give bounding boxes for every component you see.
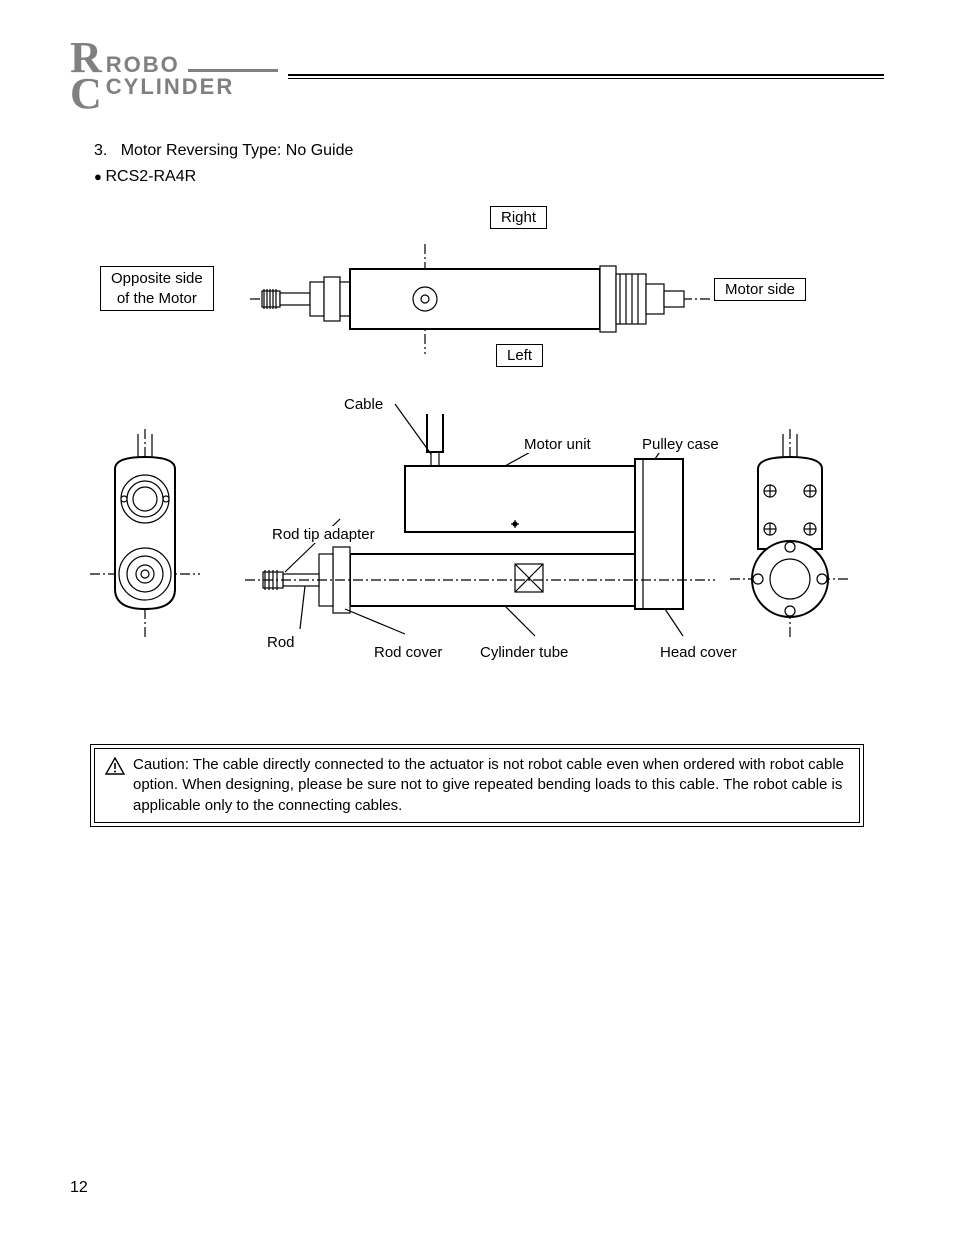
section-number: 3. — [94, 142, 107, 159]
section-title: Motor Reversing Type: No Guide — [121, 142, 354, 159]
label-rod-tip-adapter: Rod tip adapter — [270, 526, 377, 543]
left-end-view — [90, 429, 200, 639]
model-name: RCS2-RA4R — [105, 168, 196, 185]
section-heading: 3. Motor Reversing Type: No Guide — [94, 142, 884, 160]
label-cylinder-tube: Cylinder tube — [478, 644, 570, 661]
caution-text: Caution: The cable directly connected to… — [133, 755, 849, 816]
label-rod: Rod — [265, 634, 297, 651]
top-actuator-drawing — [250, 244, 710, 354]
caution-body: The cable directly connected to the actu… — [133, 756, 844, 814]
label-motor-side: Motor side — [714, 278, 806, 301]
robo-cylinder-logo: RC ROBO CYLINDER — [70, 40, 278, 112]
right-end-view — [730, 429, 850, 639]
warning-icon — [105, 757, 125, 816]
page-header: RC ROBO CYLINDER — [70, 40, 884, 112]
caution-label: Caution: — [133, 756, 189, 773]
logo-line2: CYLINDER — [106, 74, 234, 99]
label-right: Right — [490, 206, 547, 229]
label-cable: Cable — [342, 396, 385, 413]
label-pulley-case: Pulley case — [640, 436, 721, 453]
page-number: 12 — [70, 1179, 88, 1197]
label-head-cover: Head cover — [658, 644, 739, 661]
label-rod-cover: Rod cover — [372, 644, 444, 661]
label-motor-unit: Motor unit — [522, 436, 593, 453]
model-line: RCS2-RA4R — [94, 168, 884, 186]
header-rule — [288, 74, 884, 79]
label-opposite-side: Opposite side of the Motor — [100, 266, 214, 311]
diagram-area: Right Left Opposite side of the Motor Mo… — [70, 204, 884, 704]
logo-text: ROBO CYLINDER — [106, 54, 278, 98]
logo-rc-letters: RC — [70, 40, 100, 112]
label-left: Left — [496, 344, 543, 367]
caution-box: Caution: The cable directly connected to… — [90, 744, 864, 827]
